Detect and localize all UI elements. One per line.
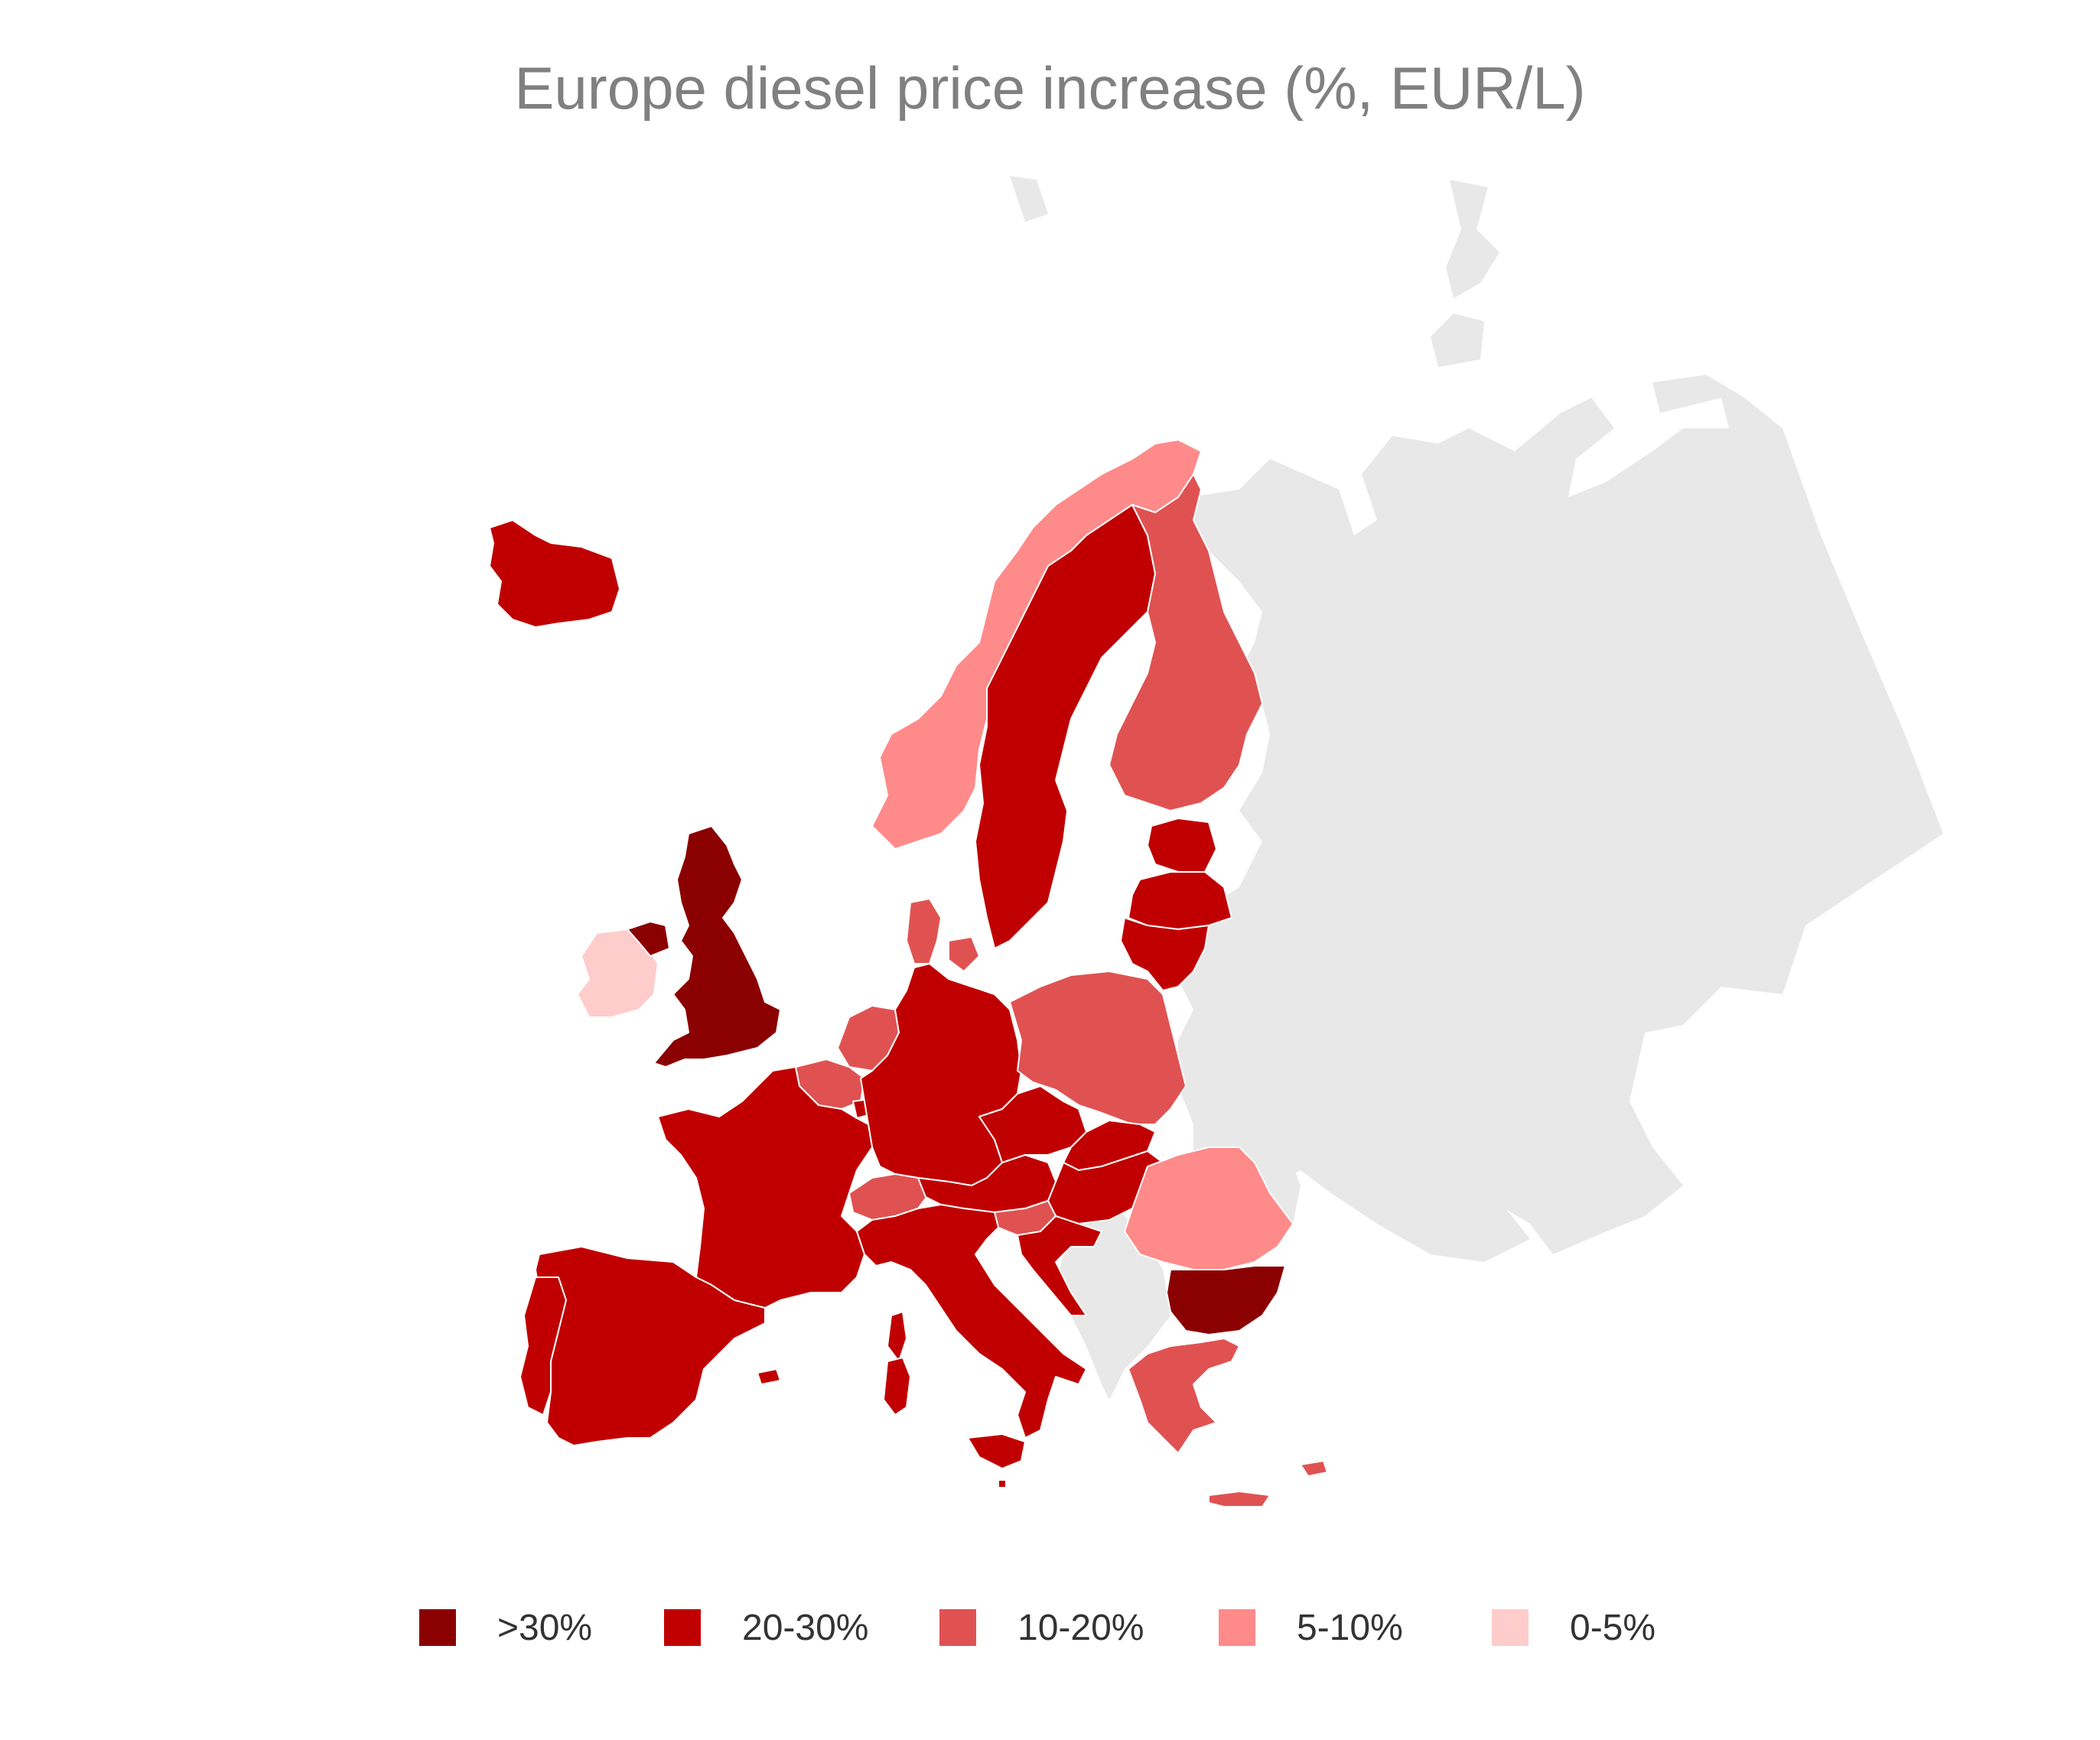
sardinia [883, 1357, 911, 1416]
legend-item-10-20: 10-20% [939, 1597, 1144, 1658]
legend-label: >30% [497, 1607, 593, 1648]
corsica [887, 1311, 907, 1362]
lithuania [1120, 917, 1210, 991]
portugal [519, 1277, 567, 1416]
legend: >30% 20-30% 10-20% 5-10% 0-5% [0, 1597, 2100, 1658]
sweden [975, 504, 1156, 949]
bulgaria [1166, 1265, 1286, 1335]
romania [1124, 1146, 1294, 1270]
legend-label: 20-30% [742, 1607, 869, 1648]
legend-label: 0-5% [1570, 1607, 1656, 1648]
malta [998, 1479, 1007, 1488]
northern-ireland [627, 921, 670, 957]
legend-label: 5-10% [1297, 1607, 1403, 1648]
legend-swatch [419, 1609, 456, 1646]
legend-item-gt30: >30% [419, 1597, 592, 1658]
croatia [1017, 1215, 1102, 1316]
italy [856, 1204, 1087, 1439]
balkans-west [1056, 1208, 1170, 1400]
greece [1128, 1338, 1240, 1454]
cyprus [1300, 1460, 1328, 1477]
legend-label: 10-20% [1017, 1607, 1144, 1648]
finland [1109, 473, 1263, 811]
estonia [1147, 818, 1217, 873]
legend-item-20-30: 20-30% [664, 1597, 868, 1658]
poland [1009, 971, 1187, 1125]
legend-item-0-5: 0-5% [1492, 1597, 1656, 1658]
crete [1208, 1491, 1271, 1507]
united-kingdom [653, 825, 781, 1068]
legend-swatch [664, 1609, 701, 1646]
legend-swatch [1492, 1609, 1529, 1646]
denmark [906, 898, 980, 972]
no-data-regions [1010, 176, 1943, 1400]
legend-swatch [1219, 1609, 1255, 1646]
switzerland [848, 1173, 930, 1221]
moldova [1255, 1140, 1301, 1224]
map-title: Europe diesel price increase (%, EUR/L) [514, 54, 1586, 122]
sicily [967, 1433, 1026, 1469]
iceland [489, 519, 620, 628]
germany [860, 963, 1022, 1186]
balearic [757, 1368, 781, 1385]
legend-item-5-10: 5-10% [1219, 1597, 1403, 1658]
legend-swatch [939, 1609, 976, 1646]
latvia [1128, 871, 1232, 930]
country-layer [489, 439, 1328, 1507]
